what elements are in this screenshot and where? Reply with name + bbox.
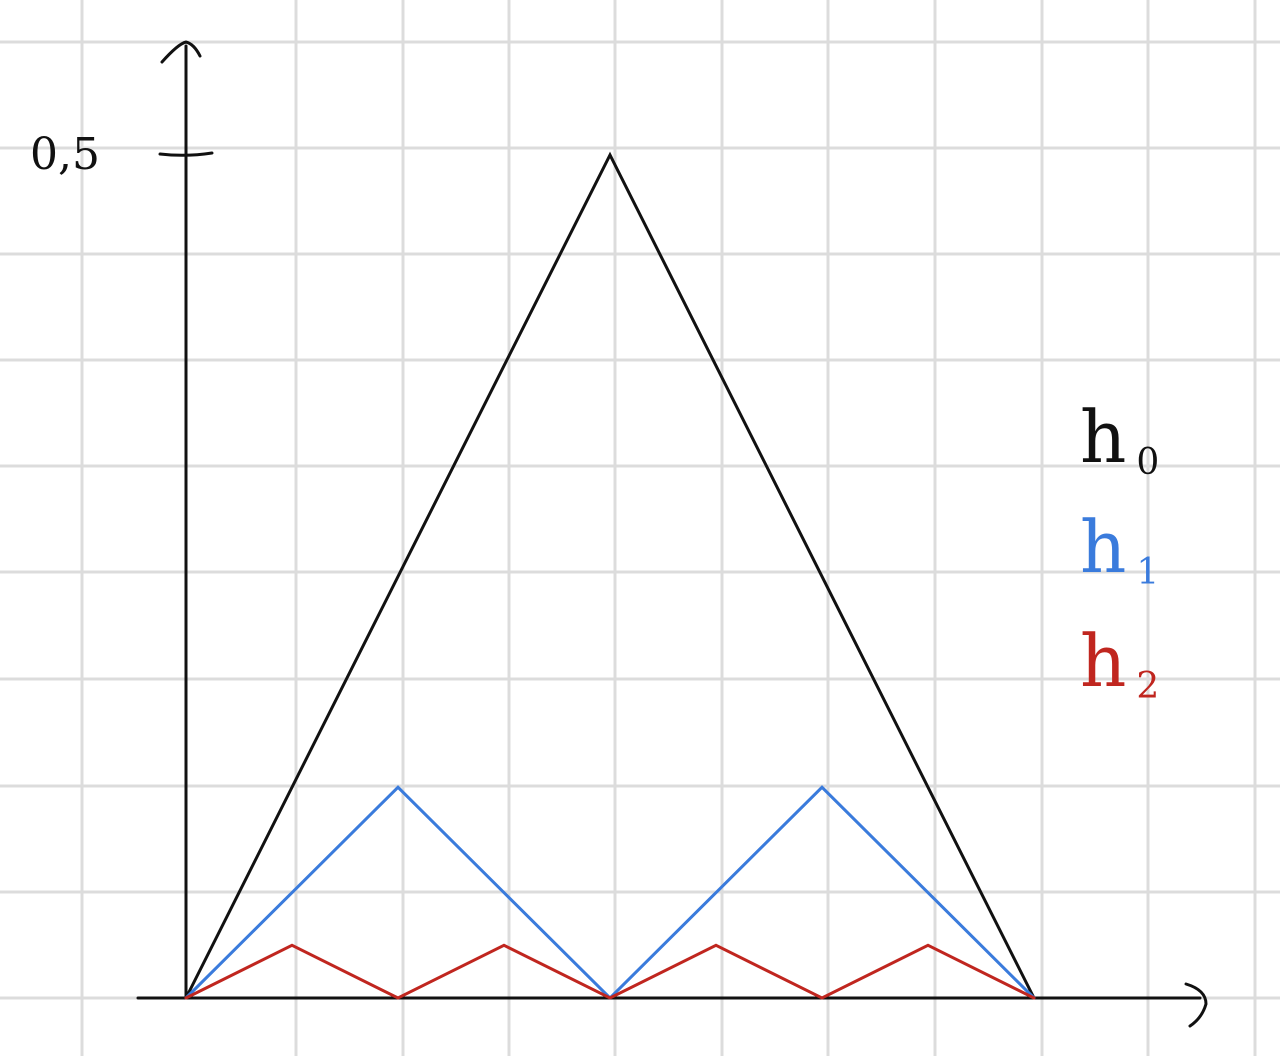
y-tick-label: 0,5 — [30, 129, 100, 180]
legend: h 0h 1h 2 — [1080, 395, 1159, 707]
legend-entry-name: h — [1080, 505, 1126, 589]
legend-entry-name: h — [1080, 619, 1126, 703]
series-line-h2 — [184, 943, 1036, 1000]
legend-entry-subscript: 1 — [1136, 552, 1159, 593]
x-axis-arrowhead — [1184, 982, 1208, 1028]
series-layer — [184, 151, 1036, 1001]
legend-entry-subscript: 2 — [1136, 666, 1159, 707]
legend-entry-name: h — [1080, 395, 1126, 479]
legend-entry-subscript: 0 — [1136, 442, 1159, 483]
series-line-h0 — [184, 151, 1036, 1000]
y-axis-arrowhead — [160, 40, 202, 64]
y-tick-layer: 0,5 — [30, 129, 214, 180]
y-tick-mark — [158, 151, 214, 157]
